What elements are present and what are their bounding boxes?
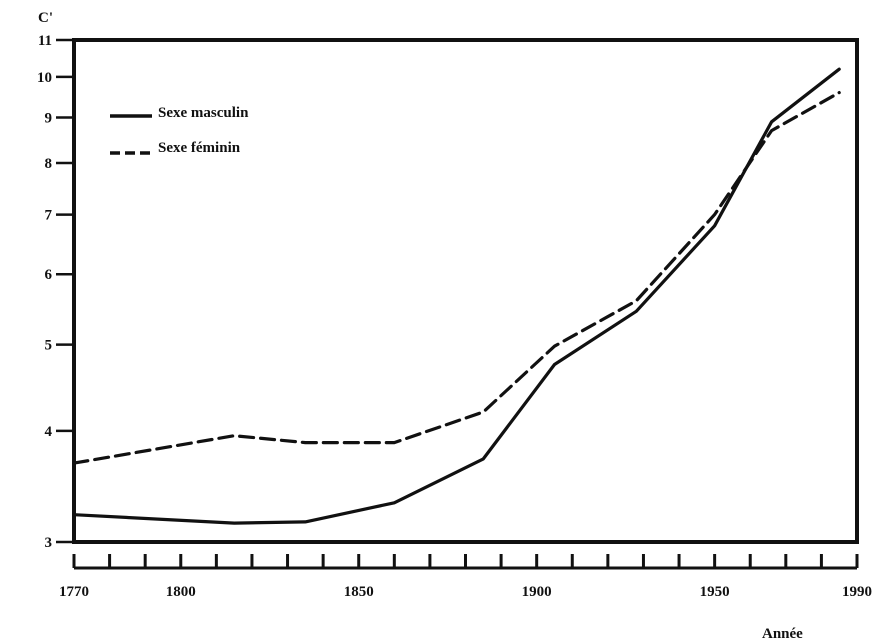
series-layer (72, 67, 841, 525)
x-axis: 1770 1800 1850 1900 1950 1990 (59, 554, 872, 600)
y-axis-label: C' (38, 10, 53, 26)
legend-label-feminin: Sexe féminin (158, 140, 241, 156)
y-tick-label: 11 (38, 33, 52, 49)
y-tick-label: 3 (45, 535, 53, 551)
x-axis-label: Année (762, 626, 803, 642)
x-tick-label: 1770 (59, 584, 89, 600)
x-tick-label: 1900 (522, 584, 552, 600)
x-tick-label: 1800 (166, 584, 196, 600)
x-tick-label: 1850 (344, 584, 374, 600)
y-axis-ticks: 3 4 5 6 7 8 9 10 11 (37, 33, 74, 551)
x-tick-label: 1990 (842, 584, 872, 600)
y-tick-label: 9 (45, 111, 53, 127)
series-line-masculin (72, 67, 841, 525)
series-line-feminin (72, 90, 841, 465)
y-tick-label: 7 (45, 208, 53, 224)
y-tick-label: 5 (45, 338, 53, 354)
y-tick-label: 4 (45, 424, 53, 440)
legend-label-masculin: Sexe masculin (158, 105, 249, 121)
y-tick-label: 6 (45, 267, 53, 283)
legend: Sexe masculin Sexe féminin (110, 105, 249, 156)
y-tick-label: 10 (37, 70, 52, 86)
x-tick-label: 1950 (700, 584, 730, 600)
plot-frame (72, 38, 859, 544)
y-tick-label: 8 (45, 156, 53, 172)
